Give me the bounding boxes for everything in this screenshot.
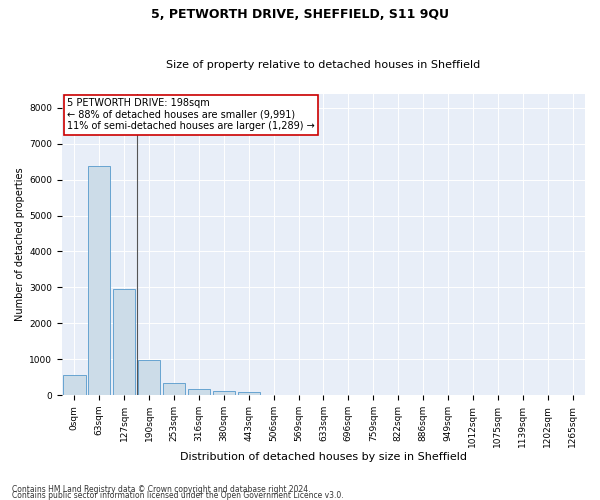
Title: Size of property relative to detached houses in Sheffield: Size of property relative to detached ho… (166, 60, 481, 70)
Bar (188, 389, 210, 395)
Bar (163, 382, 185, 395)
Bar (63, 376, 86, 395)
Text: Contains HM Land Registry data © Crown copyright and database right 2024.: Contains HM Land Registry data © Crown c… (12, 484, 311, 494)
Bar (238, 392, 260, 395)
Y-axis label: Number of detached properties: Number of detached properties (15, 168, 25, 321)
Bar (88, 166, 110, 395)
Text: 5, PETWORTH DRIVE, SHEFFIELD, S11 9QU: 5, PETWORTH DRIVE, SHEFFIELD, S11 9QU (151, 8, 449, 20)
Bar (113, 289, 136, 395)
Bar (212, 391, 235, 395)
Bar (138, 360, 160, 395)
X-axis label: Distribution of detached houses by size in Sheffield: Distribution of detached houses by size … (180, 452, 467, 462)
Text: 5 PETWORTH DRIVE: 198sqm
← 88% of detached houses are smaller (9,991)
11% of sem: 5 PETWORTH DRIVE: 198sqm ← 88% of detach… (67, 98, 315, 131)
Text: Contains public sector information licensed under the Open Government Licence v3: Contains public sector information licen… (12, 490, 344, 500)
